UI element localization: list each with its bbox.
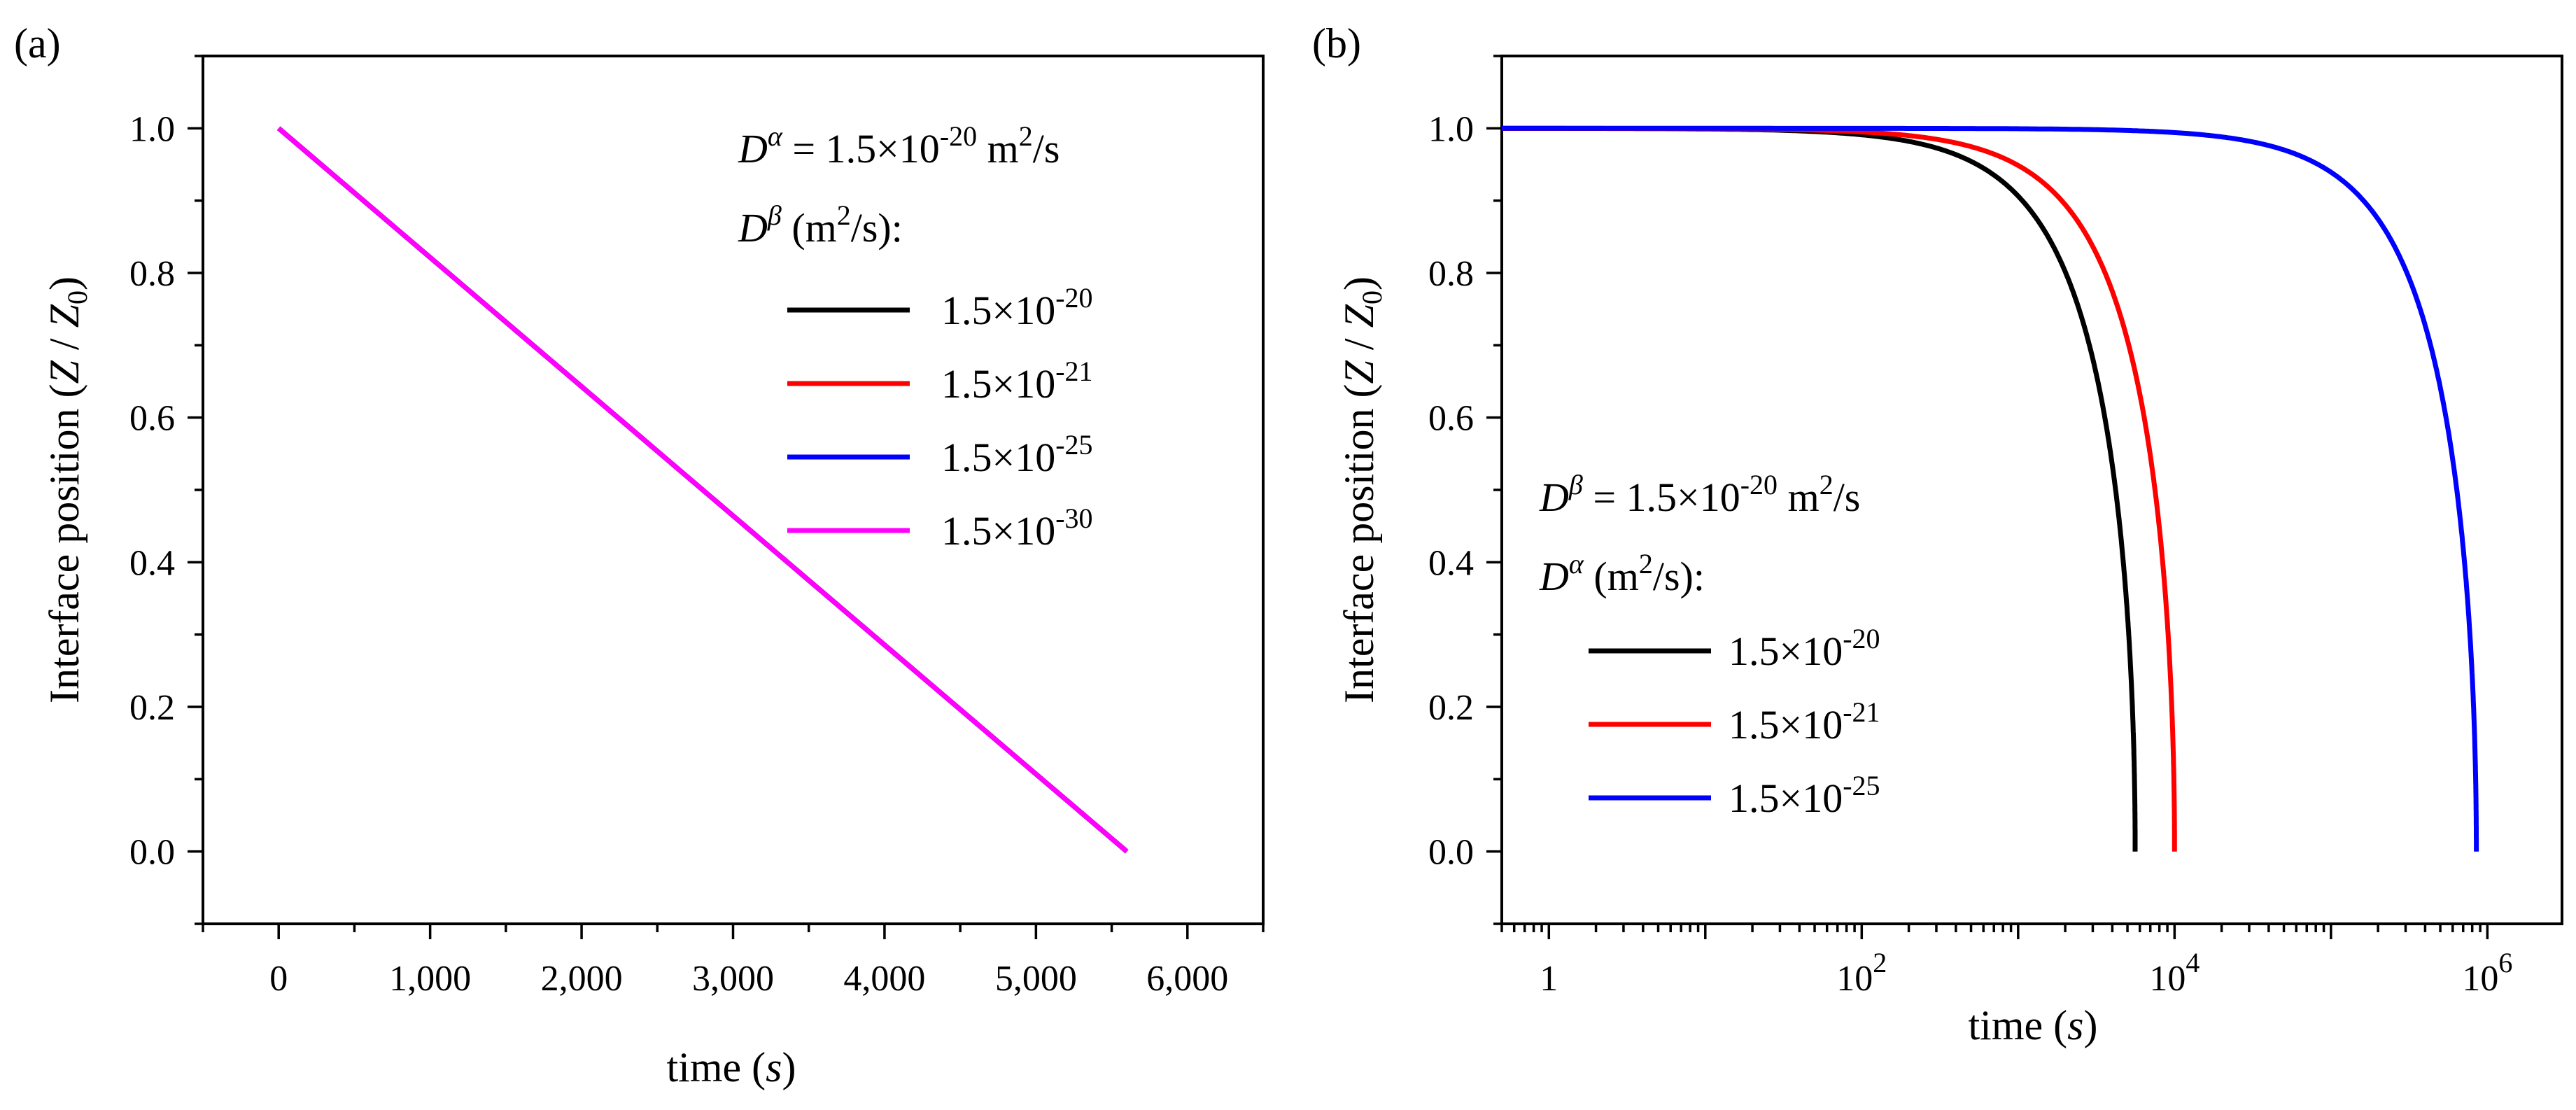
x-tick-label-a: 2,000 — [541, 959, 623, 999]
legend-a-label: 1.5×10-20 — [941, 282, 1093, 333]
y-axis-label-a: Interface position (Z / Z0) — [41, 276, 93, 703]
axis-ticks-a: 0 1,000 2,000 3,000 4,000 5,000 6,000 0.0 0.2 0.4… — [129, 55, 1265, 999]
plot-frame-a — [202, 55, 1265, 925]
x-tick-label-a: 3,000 — [692, 959, 774, 999]
chart-b: 1 102 104 106 0.0 0.2 0.4 0.6 0.8 1.0 Interface p… — [1336, 55, 2563, 1048]
x-tick-label-b: 102 — [1836, 947, 1887, 999]
legend-b-label: 1.5×10-20 — [1729, 623, 1880, 674]
legend-a-label: 1.5×10-30 — [941, 503, 1093, 554]
y-tick-label-b: 0.4 — [1428, 543, 1474, 583]
legend-b-label: 1.5×10-25 — [1729, 770, 1880, 821]
legend-a-label: 1.5×10-21 — [941, 356, 1093, 407]
legend-b-label: 1.5×10-21 — [1729, 696, 1880, 747]
y-tick-label-b: 1.0 — [1428, 109, 1474, 149]
y-tick-label-a: 1.0 — [129, 109, 175, 149]
series-group-b — [1502, 125, 2479, 854]
series-line-b — [1502, 125, 2479, 854]
y-tick-label-b: 0.0 — [1428, 833, 1474, 873]
y-axis-label-b: Interface position (Z / Z0) — [1336, 276, 1388, 703]
y-tick-label-b: 0.6 — [1428, 399, 1474, 439]
legend-a-header-1: Dα = 1.5×10-20 m2/s — [738, 120, 1060, 171]
axis-ticks-b: 1 102 104 106 0.0 0.2 0.4 0.6 0.8 1.0 — [1428, 55, 2512, 999]
legend-b-header-2: Dα (m2/s): — [1539, 548, 1705, 599]
x-tick-label-b: 1 — [1540, 959, 1558, 999]
series-line-a — [276, 126, 1129, 854]
x-tick-label-a: 5,000 — [995, 959, 1077, 999]
y-tick-label-b: 0.8 — [1428, 254, 1474, 294]
x-tick-label-b: 106 — [2462, 947, 2512, 999]
legend-a-label: 1.5×10-25 — [941, 429, 1093, 480]
x-tick-label-a: 6,000 — [1146, 959, 1228, 999]
y-tick-label-a: 0.6 — [129, 399, 175, 439]
legend-b: Dβ = 1.5×10-20 m2/s Dα (m2/s): 1.5×10-20… — [1539, 469, 1880, 821]
y-tick-label-a: 0.4 — [129, 543, 175, 583]
chart-a: 0 1,000 2,000 3,000 4,000 5,000 6,000 0.0 0.2 0.4… — [41, 55, 1265, 1090]
panel-label-a: (a) — [14, 20, 61, 66]
legend-a: Dα = 1.5×10-20 m2/s Dβ (m2/s): 1.5×10-20… — [738, 120, 1093, 554]
legend-b-header-1: Dβ = 1.5×10-20 m2/s — [1539, 469, 1860, 520]
y-tick-label-b: 0.2 — [1428, 688, 1474, 728]
y-tick-label-a: 0.8 — [129, 254, 175, 294]
panel-label-b: (b) — [1312, 20, 1361, 66]
x-axis-label-b: time (s) — [1969, 1002, 2098, 1048]
y-tick-label-a: 0.0 — [129, 833, 175, 873]
series-group-a — [276, 126, 1129, 854]
x-axis-label-a: time (s) — [667, 1044, 796, 1090]
x-tick-label-b: 104 — [2149, 947, 2200, 999]
y-tick-label-a: 0.2 — [129, 688, 175, 728]
legend-a-header-2: Dβ (m2/s): — [738, 199, 903, 251]
x-tick-label-a: 1,000 — [389, 959, 471, 999]
x-tick-label-a: 0 — [269, 959, 288, 999]
x-tick-label-a: 4,000 — [843, 959, 925, 999]
